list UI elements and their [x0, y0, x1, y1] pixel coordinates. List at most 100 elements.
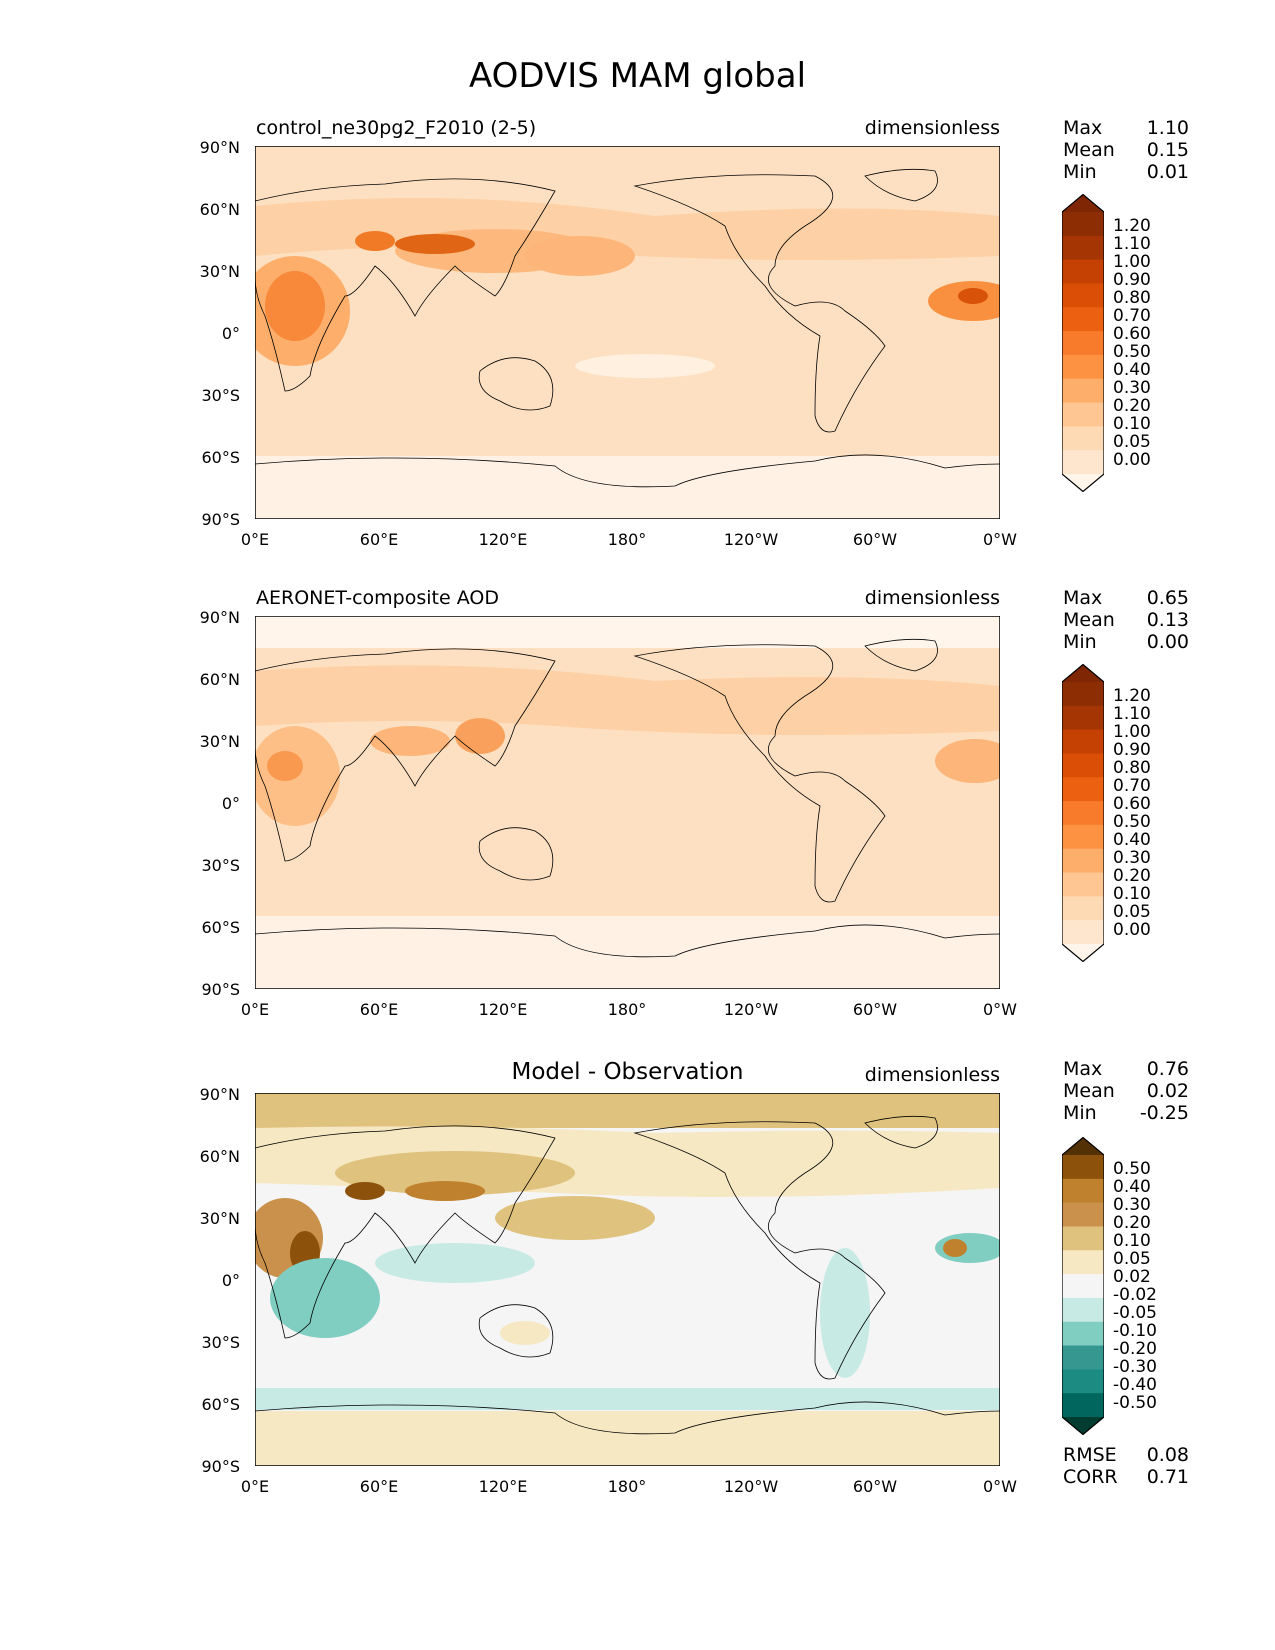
panel-title-left: AERONET-composite AOD — [256, 587, 499, 609]
colorbar-segment — [1062, 354, 1104, 380]
lon-label: 0°W — [983, 530, 1017, 549]
colorbar-segment — [1062, 259, 1104, 284]
colorbar-outline — [1062, 664, 1104, 962]
diff-samerica-negative — [820, 1248, 870, 1378]
colorbar-outline — [1062, 194, 1104, 492]
colorbar-segment — [1062, 824, 1104, 850]
colorbar-segment — [1062, 1369, 1104, 1394]
lat-label: 60°S — [201, 448, 240, 467]
lat-label: 90°N — [199, 1085, 240, 1104]
colorbar-segment — [1062, 235, 1104, 261]
colorbar-tick: 0.80 — [1113, 758, 1151, 778]
colorbar-tick: 0.70 — [1113, 776, 1151, 796]
diff-africa-negative — [270, 1258, 380, 1338]
colorbar-tick: -0.40 — [1113, 1375, 1157, 1395]
lon-label: 0°W — [983, 1477, 1017, 1496]
colorbar-extend-min — [1062, 944, 1104, 962]
colorbar-segment — [1062, 753, 1104, 778]
diff-atlantic-positive — [943, 1239, 967, 1257]
coast-antarctica — [255, 454, 1000, 488]
panel-units: dimensionless — [864, 117, 1000, 139]
aod-taklimakan — [395, 234, 475, 254]
colorbar-tick: 0.50 — [1113, 812, 1151, 832]
lon-label: 180° — [607, 1000, 647, 1019]
colorbar-segment — [1062, 1202, 1104, 1227]
colorbar-extend-min — [1062, 474, 1104, 492]
stat-corr-value: 0.71 — [1146, 1466, 1189, 1488]
diff-asia-positive — [335, 1151, 575, 1195]
colorbar-segment — [1062, 1226, 1104, 1251]
lat-label: 30°N — [199, 732, 240, 751]
panel-title-left: control_ne30pg2_F2010 (2-5) — [256, 117, 537, 139]
stat-max-label: Max — [1063, 1058, 1103, 1080]
colorbar-tick: 0.10 — [1113, 1231, 1151, 1251]
diff-southern-ocean-negative — [255, 1388, 1000, 1410]
panel-title-center: Model - Observation — [511, 1059, 744, 1085]
colorbar-tick: 0.00 — [1113, 450, 1151, 470]
colorbar-tick: 0.20 — [1113, 396, 1151, 416]
colorbar-tick: 0.05 — [1113, 1249, 1151, 1269]
colorbar-tick: 0.30 — [1113, 1195, 1151, 1215]
colorbar-segment — [1062, 283, 1104, 308]
stat-max-value: 1.10 — [1146, 117, 1189, 139]
aod-clean-pacific — [575, 354, 715, 378]
colorbar-tick: 0.30 — [1113, 848, 1151, 868]
lat-label: 0° — [221, 1271, 240, 1290]
lon-label: 60°W — [852, 530, 898, 549]
stat-rmse-label: RMSE — [1063, 1444, 1117, 1466]
colorbar-tick: 0.30 — [1113, 378, 1151, 398]
stat-min-label: Min — [1063, 161, 1097, 183]
lat-label: 30°S — [201, 1333, 240, 1352]
colorbar-tick: 0.50 — [1113, 342, 1151, 362]
lon-label: 0°E — [240, 1477, 270, 1496]
colorbar-segment — [1062, 801, 1104, 826]
colorbar-segment — [1062, 920, 1104, 945]
colorbar-segment — [1062, 378, 1104, 404]
colorbar-segment — [1062, 705, 1104, 731]
lat-label: 30°N — [199, 262, 240, 281]
coast-australia — [478, 357, 554, 411]
stat-mean-value: 0.02 — [1146, 1080, 1189, 1102]
diff-indian-negative — [375, 1243, 535, 1283]
colorbar-segment — [1062, 1250, 1104, 1275]
map-observation[interactable] — [255, 616, 1000, 989]
aod-south-asia — [370, 726, 450, 756]
stat-min-label: Min — [1063, 1102, 1097, 1124]
colorbar-tick: 0.90 — [1113, 270, 1151, 290]
stat-rmse-value: 0.08 — [1146, 1444, 1189, 1466]
colorbar-tick: -0.20 — [1113, 1339, 1157, 1359]
lat-label: 30°N — [199, 1209, 240, 1228]
colorbar-tick: 0.60 — [1113, 794, 1151, 814]
colorbar-model — [1062, 194, 1104, 492]
lon-label: 0°E — [240, 530, 270, 549]
stat-min-value: 0.01 — [1146, 161, 1189, 183]
colorbar-tick: -0.50 — [1113, 1393, 1157, 1413]
colorbar-extend-max — [1062, 1137, 1104, 1155]
aod-saharan-core — [265, 271, 325, 341]
colorbar-tick: 0.10 — [1113, 414, 1151, 434]
colorbar-segment — [1062, 729, 1104, 754]
colorbar-segment — [1062, 1393, 1104, 1418]
diff-arctic-band — [255, 1093, 1000, 1128]
coast-greenland — [864, 168, 938, 202]
map-difference[interactable] — [255, 1093, 1000, 1466]
no-data-north — [255, 616, 1000, 648]
colorbar-tick: 0.00 — [1113, 920, 1151, 940]
colorbar-segment — [1062, 1297, 1104, 1323]
panel-units: dimensionless — [864, 587, 1000, 609]
map-model[interactable] — [255, 146, 1000, 519]
lat-label: 90°N — [199, 608, 240, 627]
colorbar-tick: 0.40 — [1113, 830, 1151, 850]
aod-pacific-outflow — [525, 236, 635, 276]
lon-label: 120°E — [478, 1477, 528, 1496]
colorbar-tick: 0.60 — [1113, 324, 1151, 344]
coast-eurasia-africa — [255, 1125, 556, 1339]
coastlines — [255, 1115, 1000, 1435]
colorbar-tick: 0.05 — [1113, 432, 1151, 452]
diff-taklimakan — [405, 1181, 485, 1201]
colorbar-tick: -0.05 — [1113, 1303, 1157, 1323]
lat-label: 0° — [221, 794, 240, 813]
stat-mean-label: Mean — [1063, 139, 1115, 161]
coast-antarctica — [255, 924, 1000, 958]
colorbar-segment — [1062, 1178, 1104, 1204]
